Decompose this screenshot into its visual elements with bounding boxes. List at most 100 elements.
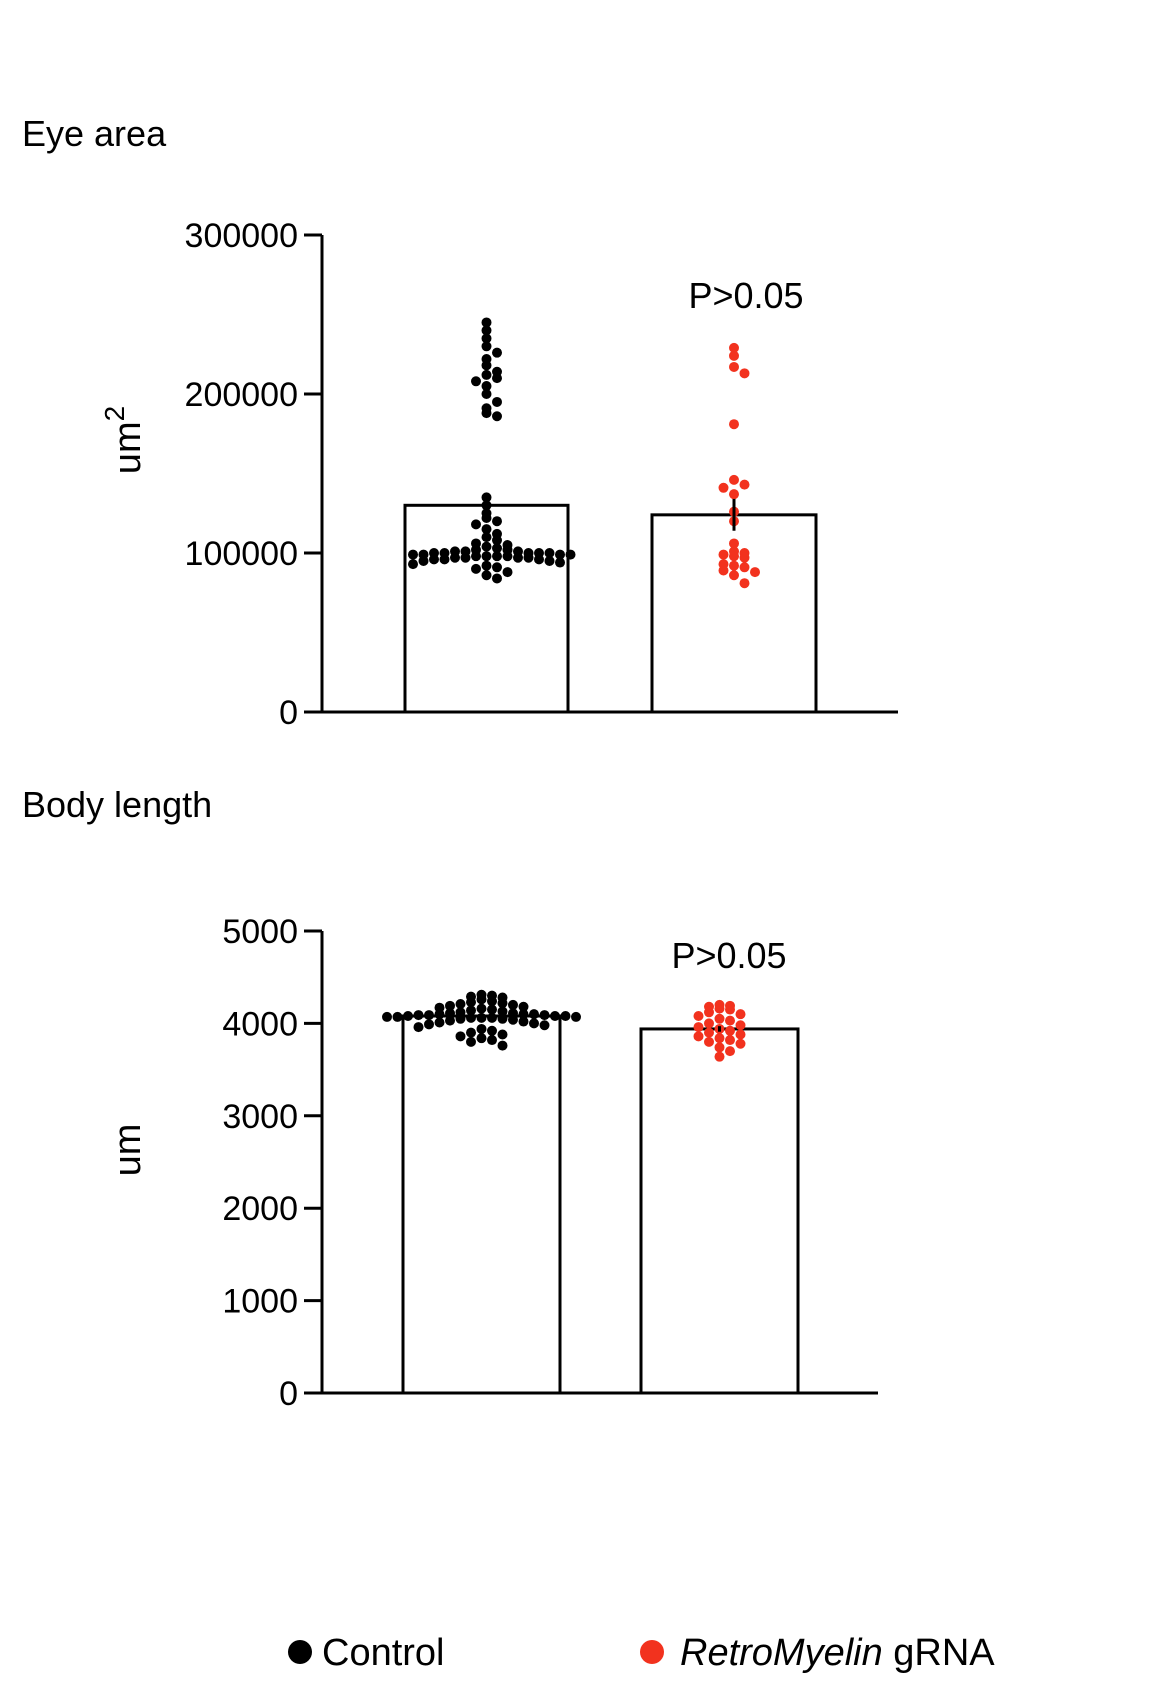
data-point [429,554,439,565]
data-point [481,333,492,344]
data-point [476,1012,487,1023]
data-point [481,492,492,503]
data-point [481,389,492,399]
data-point [471,551,481,562]
data-point [497,1029,508,1040]
data-point [502,551,513,562]
data-point [565,549,576,560]
body-length-panel: Body length 0 1000 2000 3000 4000 5000 um P>0.05 [22,784,878,1413]
legend-label: Control [322,1632,445,1674]
data-point [508,1014,518,1025]
data-point [481,513,492,524]
legend-marker [640,1640,664,1664]
data-point [718,549,729,560]
data-point [392,1011,403,1022]
data-point [739,562,750,573]
y-tick-label: 0 [279,1375,298,1413]
data-point [445,1015,455,1026]
body-length-bar-control [401,1014,562,1395]
data-point [445,1000,455,1011]
data-point [471,376,481,387]
data-point [714,1051,725,1062]
data-point [725,1015,735,1026]
data-point [693,1031,704,1042]
legend-label: RetroMyelin gRNA [680,1632,995,1674]
data-point [466,1036,476,1047]
data-point [704,1018,714,1029]
data-point [497,998,508,1009]
data-point [481,369,492,380]
data-point [450,552,460,563]
data-point [729,570,739,581]
data-point [539,1010,550,1021]
data-point [492,543,502,554]
data-point [455,1013,466,1024]
data-point [539,1020,550,1031]
data-point [735,1009,746,1020]
data-point [455,998,466,1009]
data-point [735,1020,746,1031]
data-point [403,1011,413,1022]
data-point [729,551,739,562]
data-point [424,1019,434,1030]
data-point [693,1011,704,1022]
data-point [729,350,739,361]
data-point [481,570,492,581]
legend: Control RetroMyelin gRNA [288,1632,995,1674]
data-point [481,551,492,562]
data-point [704,1027,714,1038]
data-point [729,560,739,571]
data-point [529,1009,539,1020]
data-point [466,1012,476,1023]
data-point [508,999,518,1010]
data-point [555,557,565,568]
y-tick-label: 5000 [222,913,298,951]
data-point [434,1009,445,1020]
data-point [714,1042,725,1053]
data-point [460,552,471,563]
data-point [476,1023,487,1034]
data-point [424,1010,434,1021]
data-point [550,1011,560,1022]
legend-marker [288,1640,312,1664]
data-point [718,482,729,493]
data-point [434,1017,445,1028]
body-length-significance-label: P>0.05 [671,935,786,976]
data-point [481,560,492,571]
data-point [487,1012,497,1023]
data-point [544,548,555,558]
data-point [729,538,739,549]
data-point [497,1006,508,1017]
data-point [714,1033,725,1044]
data-point [466,997,476,1008]
body-length-y-axis-label: um [107,1124,149,1177]
data-point [718,565,729,576]
data-point [481,524,492,535]
data-point [445,1008,455,1019]
data-point [729,419,739,430]
data-point [439,554,450,565]
data-point [739,479,750,490]
data-point [481,381,492,392]
data-point [408,549,418,560]
data-point [729,474,739,485]
y-tick-label: 4000 [222,1005,298,1043]
data-point [455,1031,466,1042]
data-point [413,1022,424,1033]
data-point [739,368,750,379]
data-point [382,1011,392,1022]
y-tick-label: 1000 [222,1283,298,1321]
data-point [481,341,492,352]
eye-area-points-retromyelin [718,342,760,589]
data-point [418,555,429,566]
data-point [476,1033,487,1044]
y-tick-label: 0 [279,694,298,732]
body-length-points-control [382,989,581,1051]
data-point [466,1005,476,1016]
data-point [492,573,502,584]
data-point [481,532,492,543]
eye-area-title: Eye area [22,113,167,154]
data-point [729,361,739,372]
data-point [725,1035,735,1046]
